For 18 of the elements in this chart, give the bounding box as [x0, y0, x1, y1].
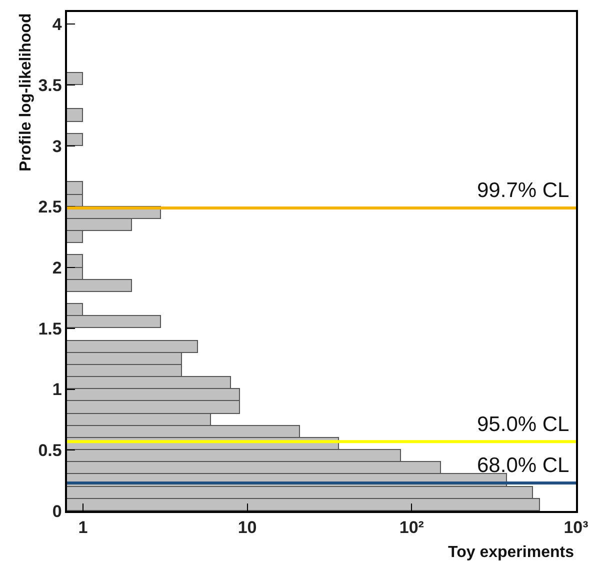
ref-line-label: 68.0% CL: [477, 454, 570, 477]
y-tick-label: 4: [52, 15, 62, 34]
y-tick-label: 0.5: [38, 441, 62, 460]
x-tick-label: 10: [238, 518, 257, 538]
y-tick-label: 3.5: [38, 76, 62, 95]
y-tick-label: 1: [52, 380, 62, 400]
y-axis-title: Profile log-likelihood: [18, 13, 34, 172]
y-tick-label: 2: [52, 258, 62, 278]
x-tick-label: 10²: [399, 518, 424, 538]
x-tick-label: 10³: [564, 518, 589, 538]
y-tick-label: 0: [52, 502, 62, 521]
x-axis-title: Toy experiments: [448, 544, 574, 561]
ref-line-label: 99.7% CL: [477, 179, 570, 202]
ref-line-label: 95.0% CL: [477, 413, 570, 436]
x-tick-label: 1: [78, 518, 88, 538]
y-tick-label: 1.5: [38, 319, 62, 338]
y-tick-label: 3: [52, 136, 62, 156]
y-tick-label: 2.5: [38, 198, 62, 217]
